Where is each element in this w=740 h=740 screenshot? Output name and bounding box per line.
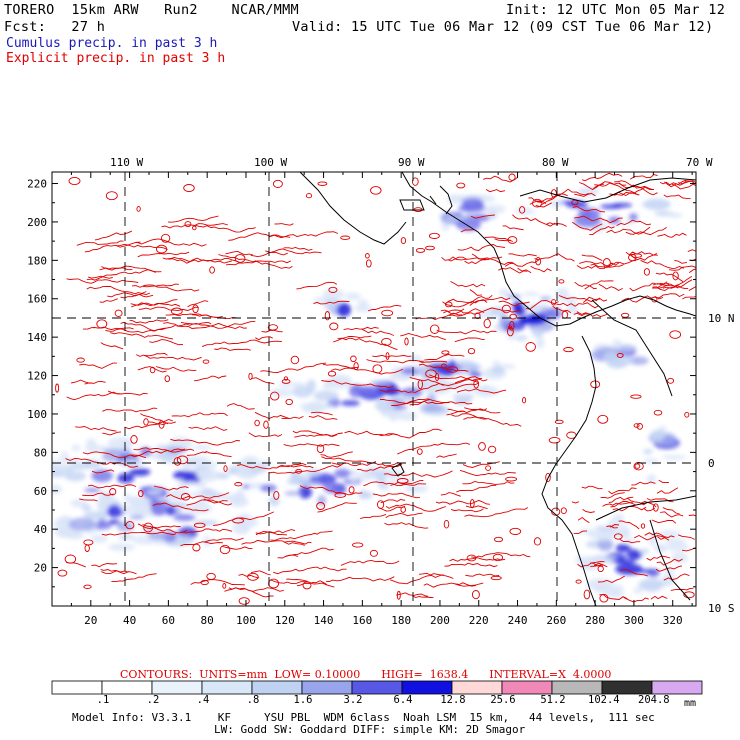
colorbar-swatch	[601, 680, 653, 695]
colorbar-label: 51.2	[540, 694, 566, 706]
lon-label-110w: 110 W	[110, 156, 143, 169]
bottom-grid-labels: 20 40 60 80 100 120 140 160 180 200 220 240 260 280 30…	[84, 614, 682, 627]
lat-label-10s: 10 S	[708, 602, 735, 615]
grid-x-label: 320	[663, 614, 683, 627]
colorbar-swatch	[301, 680, 353, 695]
colorbar-swatch	[51, 680, 103, 695]
grid-x-label: 120	[275, 614, 295, 627]
colorbar-label: 25.6	[490, 694, 516, 706]
lon-label-90w: 90 W	[398, 156, 425, 169]
colorbar: mm	[51, 680, 703, 709]
colorbar-swatch	[501, 680, 553, 695]
grid-y-label: 80	[34, 446, 47, 459]
colorbar-label: .4	[196, 694, 210, 706]
grid-x-label: 20	[84, 614, 97, 627]
colorbar-label: .8	[246, 694, 260, 706]
grid-x-label: 180	[391, 614, 411, 627]
lon-label-70w: 70 W	[686, 156, 713, 169]
forecast-hour: Fcst: 27 h	[4, 19, 106, 35]
grid-y-label: 60	[34, 485, 47, 498]
right-lat-labels: 10 N 0 10 S	[708, 312, 735, 615]
colorbar-label: 3.2	[343, 694, 363, 706]
colorbar-label: 6.4	[393, 694, 413, 706]
valid-time: Valid: 15 UTC Tue 06 Mar 12 (09 CST Tue …	[292, 19, 714, 35]
colorbar-swatch	[451, 680, 503, 695]
colorbar-label: 12.8	[440, 694, 466, 706]
grid-x-label: 280	[585, 614, 605, 627]
model-info-line1: Model Info: V3.3.1 KF YSU PBL WDM 6class…	[72, 711, 655, 724]
left-grid-labels: 220 200 180 160 140 120 100 80 60 40 20	[27, 178, 47, 575]
grid-y-label: 40	[34, 523, 47, 536]
colorbar-unit: mm	[684, 698, 696, 709]
colorbar-label: 1.6	[293, 694, 313, 706]
grid-y-label: 120	[27, 370, 47, 383]
colorbar-label: .2	[146, 694, 160, 706]
explicit-legend: Explicit precip. in past 3 h	[6, 51, 226, 66]
colorbar-label: .1	[96, 694, 110, 706]
grid-y-label: 100	[27, 408, 47, 421]
grid-x-label: 60	[162, 614, 175, 627]
colorbar-swatch	[101, 680, 153, 695]
colorbar-swatch	[551, 680, 603, 695]
grid-x-label: 140	[314, 614, 334, 627]
grid-x-label: 260	[546, 614, 566, 627]
grid-x-label: 40	[123, 614, 136, 627]
lon-label-100w: 100 W	[254, 156, 287, 169]
grid-y-label: 20	[34, 562, 47, 575]
plot-frame	[51, 171, 697, 607]
colorbar-label: 102.4	[588, 694, 620, 706]
explicit-contours	[55, 172, 696, 605]
model-info-line2: LW: Godd SW: Goddard DIFF: simple KM: 2D…	[214, 723, 526, 736]
grid-x-label: 80	[201, 614, 214, 627]
grid-y-label: 160	[27, 293, 47, 306]
top-lon-labels: 110 W 100 W 90 W 80 W 70 W	[110, 156, 713, 169]
colorbar-swatch	[251, 680, 303, 695]
axis-ticks	[51, 172, 696, 607]
grid-x-label: 160	[352, 614, 372, 627]
model-title: TORERO 15km ARW Run2 NCAR/MMM	[4, 2, 299, 18]
grid-x-label: 240	[508, 614, 528, 627]
colorbar-swatch	[651, 680, 703, 695]
map-layers	[52, 172, 696, 606]
lon-label-80w: 80 W	[542, 156, 569, 169]
grid-y-label: 220	[27, 178, 47, 191]
init-time: Init: 12 UTC Mon 05 Mar 12	[506, 2, 726, 18]
grid-x-label: 100	[236, 614, 256, 627]
grid-x-label: 300	[624, 614, 644, 627]
contour-info: CONTOURS: UNITS=mm LOW= 0.10000 HIGH= 16…	[120, 668, 612, 681]
lat-label-0: 0	[708, 457, 715, 470]
grid-y-label: 180	[27, 254, 47, 267]
grid-x-label: 200	[430, 614, 450, 627]
colorbar-swatch	[351, 680, 403, 695]
colorbar-swatch	[401, 680, 453, 695]
colorbar-label: 204.8	[638, 694, 670, 706]
cumulus-legend: Cumulus precip. in past 3 h	[6, 36, 218, 51]
lat-lon-grid	[52, 172, 696, 606]
cumulus-shading	[52, 186, 689, 599]
colorbar-swatch	[151, 680, 203, 695]
grid-x-label: 220	[469, 614, 489, 627]
grid-y-label: 200	[27, 216, 47, 229]
colorbar-swatch	[201, 680, 253, 695]
lat-label-10n: 10 N	[708, 312, 735, 325]
grid-y-label: 140	[27, 331, 47, 344]
